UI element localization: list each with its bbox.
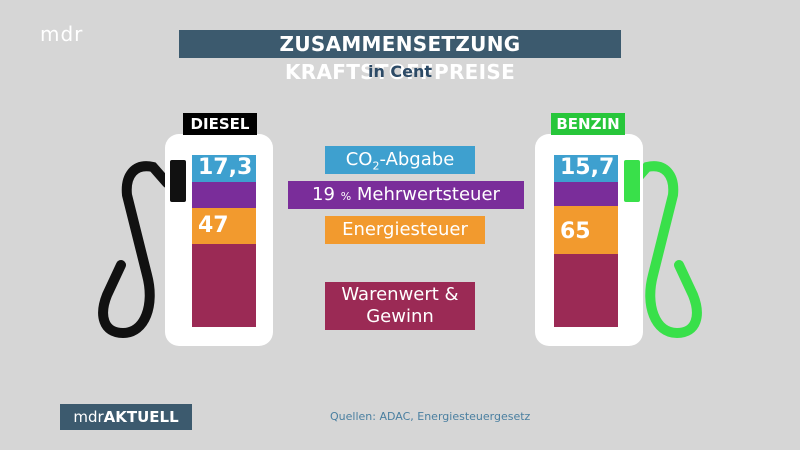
diesel-nozzle-hose-icon	[98, 161, 172, 339]
legend-co2-sub: 2	[372, 159, 380, 173]
legend-co2: CO2-Abgabe	[325, 146, 475, 174]
diesel-label: DIESEL	[183, 113, 257, 135]
mdr-logo: mdr	[40, 22, 84, 46]
diesel-energie-segment	[192, 208, 256, 244]
benzin-warenwert-segment	[554, 254, 618, 327]
diesel-warenwert-segment	[192, 244, 256, 327]
chart-subtitle: in Cent	[367, 62, 433, 81]
benzin-bar: 15,7 65	[554, 155, 618, 327]
benzin-energie-value: 65	[560, 219, 591, 244]
chart-title: ZUSAMMENSETZUNG KRAFTSTOFFPREISE	[179, 30, 621, 84]
benzin-energie-segment	[554, 206, 618, 254]
legend-warenwert: Warenwert & Gewinn	[325, 282, 475, 330]
legend-co2-prefix: CO	[345, 149, 373, 170]
legend-mwst-num: 19	[312, 184, 335, 205]
benzin-nozzle-holder	[624, 160, 640, 202]
diesel-co2-value: 17,3	[198, 155, 253, 180]
benzin-label: BENZIN	[551, 113, 625, 135]
sources-text: Quellen: ADAC, Energiesteuergesetz	[330, 410, 531, 423]
legend-mwst-text: Mehrwertsteuer	[356, 184, 500, 205]
legend-mwst-pct: %	[340, 190, 352, 203]
diesel-bar: 17,3 47	[192, 155, 256, 327]
legend-warenwert-line1: Warenwert &	[341, 284, 459, 305]
mdr-aktuell-badge: mdrAKTUELL	[60, 404, 192, 430]
benzin-mwst-segment	[554, 182, 618, 206]
benzin-co2-value: 15,7	[560, 155, 615, 180]
diesel-nozzle-holder	[170, 160, 186, 202]
benzin-nozzle-hose-icon	[628, 161, 702, 339]
diesel-energie-value: 47	[198, 213, 229, 238]
badge-bold: AKTUELL	[103, 408, 179, 426]
legend-warenwert-line2: Gewinn	[366, 306, 434, 327]
legend-co2-suffix: -Abgabe	[379, 149, 455, 170]
legend-mwst: 19 % Mehrwertsteuer	[288, 181, 524, 209]
diesel-co2-segment	[192, 155, 256, 182]
diesel-mwst-segment	[192, 182, 256, 208]
badge-prefix: mdr	[73, 408, 104, 426]
benzin-co2-segment	[554, 155, 618, 182]
legend-energie: Energiesteuer	[325, 216, 485, 244]
